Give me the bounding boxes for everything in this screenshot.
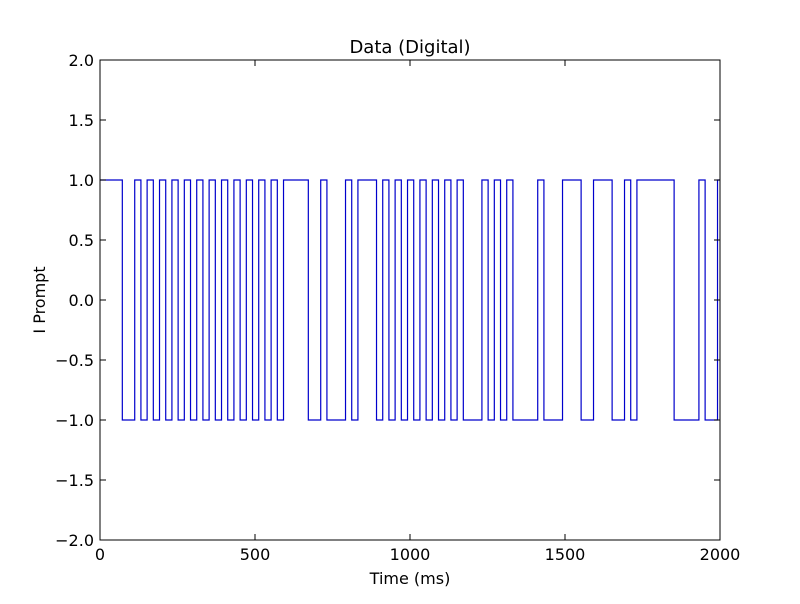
y-tick-label: 0.5 bbox=[69, 231, 94, 250]
y-tick-label: 0.0 bbox=[69, 291, 94, 310]
y-tick-label: −0.5 bbox=[55, 351, 94, 370]
x-tick-label: 1000 bbox=[390, 545, 431, 564]
x-axis-label: Time (ms) bbox=[369, 569, 451, 588]
chart-title: Data (Digital) bbox=[349, 37, 470, 58]
y-tick-label: −1.5 bbox=[55, 471, 94, 490]
y-tick-label: −2.0 bbox=[55, 531, 94, 550]
y-ticks: −2.0 −1.5 −1.0 −0.5 0.0 0.5 1.0 1.5 2.0 bbox=[55, 51, 720, 550]
series-line-0 bbox=[100, 179, 720, 421]
x-tick-label: 500 bbox=[240, 545, 271, 564]
y-tick-label: 1.0 bbox=[69, 171, 94, 190]
y-tick-label: 1.5 bbox=[69, 111, 94, 130]
x-ticks: 0 500 1000 1500 2000 bbox=[95, 60, 740, 564]
y-axis-label: I Prompt bbox=[30, 266, 49, 333]
x-tick-label: 2000 bbox=[700, 545, 741, 564]
plot-area bbox=[100, 179, 720, 421]
x-tick-label: 0 bbox=[95, 545, 105, 564]
x-tick-label: 1500 bbox=[545, 545, 586, 564]
y-tick-label: 2.0 bbox=[69, 51, 94, 70]
y-tick-label: −1.0 bbox=[55, 411, 94, 430]
